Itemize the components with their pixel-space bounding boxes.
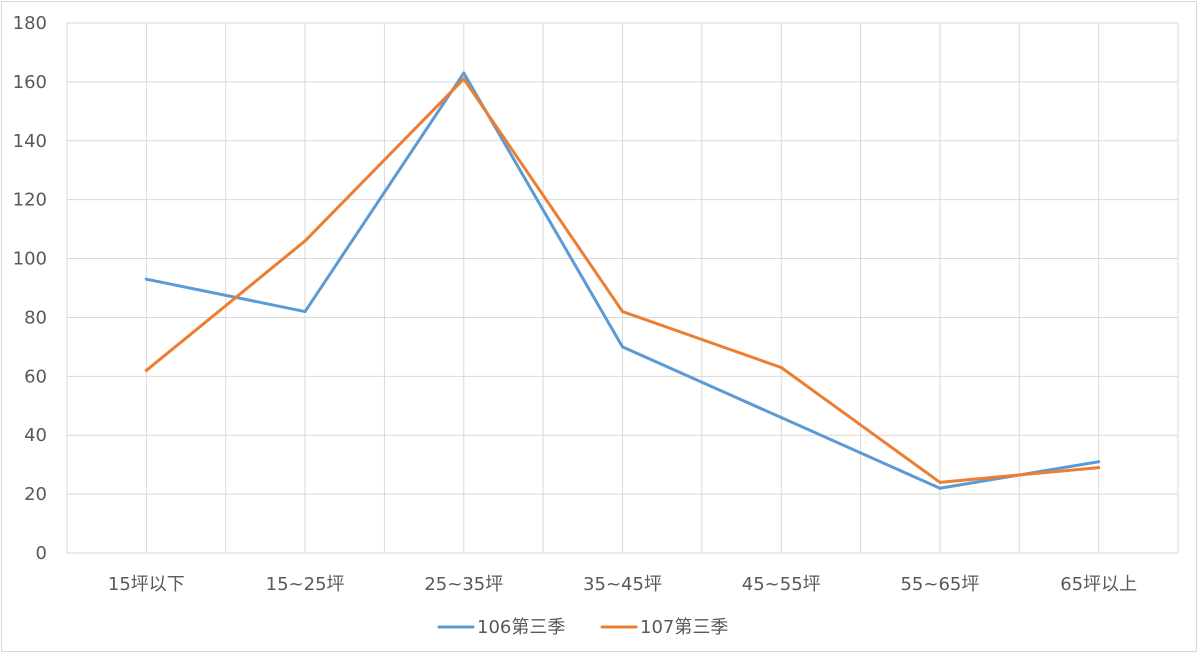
y-tick-label: 180 [13,13,47,34]
y-tick-label: 160 [13,72,47,93]
y-tick-label: 40 [24,425,47,446]
series-1-point [144,277,148,281]
series-2-point [779,366,783,369]
legend-item-2: 107第三季 [600,617,728,638]
legend: 106第三季 107第三季 [437,617,728,638]
y-tick-label: 140 [13,131,47,152]
series-2-point [462,77,466,81]
series-1-point [779,416,783,420]
series-1-point [938,486,942,490]
x-tick-label: 15~25坪 [266,574,345,595]
series-lines [144,71,1101,490]
legend-label: 107第三季 [640,617,728,638]
x-tick-label: 35~45坪 [583,574,662,595]
x-tick-label: 45~55坪 [742,574,821,595]
legend-item-1: 106第三季 [437,617,565,638]
y-tick-label: 0 [36,543,47,564]
y-tick-label: 120 [13,190,47,211]
y-tick-label: 100 [13,249,47,270]
series-1-point [1097,460,1101,464]
series-1-point [303,310,307,314]
x-tick-label: 15坪以下 [108,574,185,595]
y-axis-tick-labels: 0 20 40 60 80 100 120 140 160 180 [13,13,47,564]
gridlines [66,22,1179,554]
series-1-point [462,71,466,75]
series-2-point [303,239,307,243]
x-axis-tick-labels: 15坪以下 15~25坪 25~35坪 35~45坪 45~55坪 55~65坪 65坪以上 [108,574,1137,595]
y-tick-label: 20 [24,484,47,505]
series-2-point [144,368,148,372]
x-tick-label: 25~35坪 [424,574,503,595]
series-2-point [621,310,624,314]
series-1-point [621,345,624,349]
x-tick-label: 55~65坪 [900,574,979,595]
series-2-point [1097,466,1101,470]
y-tick-label: 80 [24,307,47,328]
x-tick-label: 65坪以上 [1060,574,1137,595]
y-tick-label: 60 [24,366,47,387]
series-2-point [938,480,942,484]
legend-label: 106第三季 [477,617,565,638]
